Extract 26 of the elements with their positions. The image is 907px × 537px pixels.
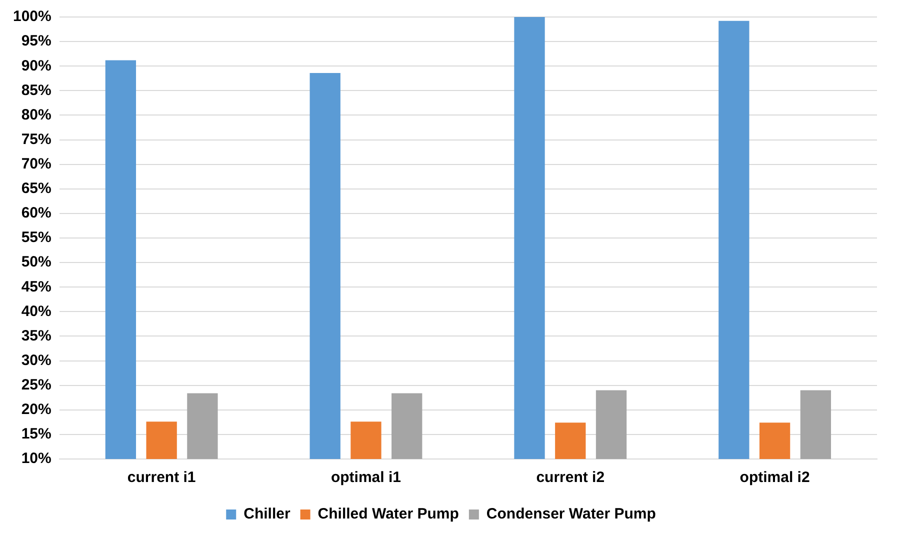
y-tick-label: 35% <box>21 327 52 344</box>
y-tick-label: 45% <box>21 278 52 296</box>
y-tick-label: 10% <box>21 450 52 468</box>
legend-label: Chilled Water Pump <box>318 506 459 523</box>
y-tick-label: 30% <box>21 352 52 369</box>
x-tick-label: optimal i1 <box>330 469 401 486</box>
y-tick-label: 100% <box>12 8 52 26</box>
legend-label: Chiller <box>244 506 290 523</box>
y-tick-label: 50% <box>21 254 52 271</box>
x-tick-label: current i1 <box>127 469 196 486</box>
y-tick-label: 20% <box>21 401 52 418</box>
y-tick-label: 40% <box>21 302 52 320</box>
y-tick-label: 70% <box>21 155 52 172</box>
legend-label: Condenser Water Pump <box>486 506 656 523</box>
y-tick-label: 55% <box>21 229 52 246</box>
x-tick-label: optimal i2 <box>740 469 810 486</box>
y-tick-label: 80% <box>21 106 52 124</box>
y-tick-label: 25% <box>21 376 52 394</box>
y-tick-label: 95% <box>21 32 52 50</box>
y-tick-label: 65% <box>21 180 52 198</box>
y-tick-label: 85% <box>21 82 52 99</box>
y-tick-label: 15% <box>21 426 52 443</box>
y-tick-label: 75% <box>21 130 52 148</box>
y-tick-label: 90% <box>21 57 52 74</box>
x-tick-label: current i2 <box>536 469 605 486</box>
y-tick-label: 60% <box>21 204 52 222</box>
